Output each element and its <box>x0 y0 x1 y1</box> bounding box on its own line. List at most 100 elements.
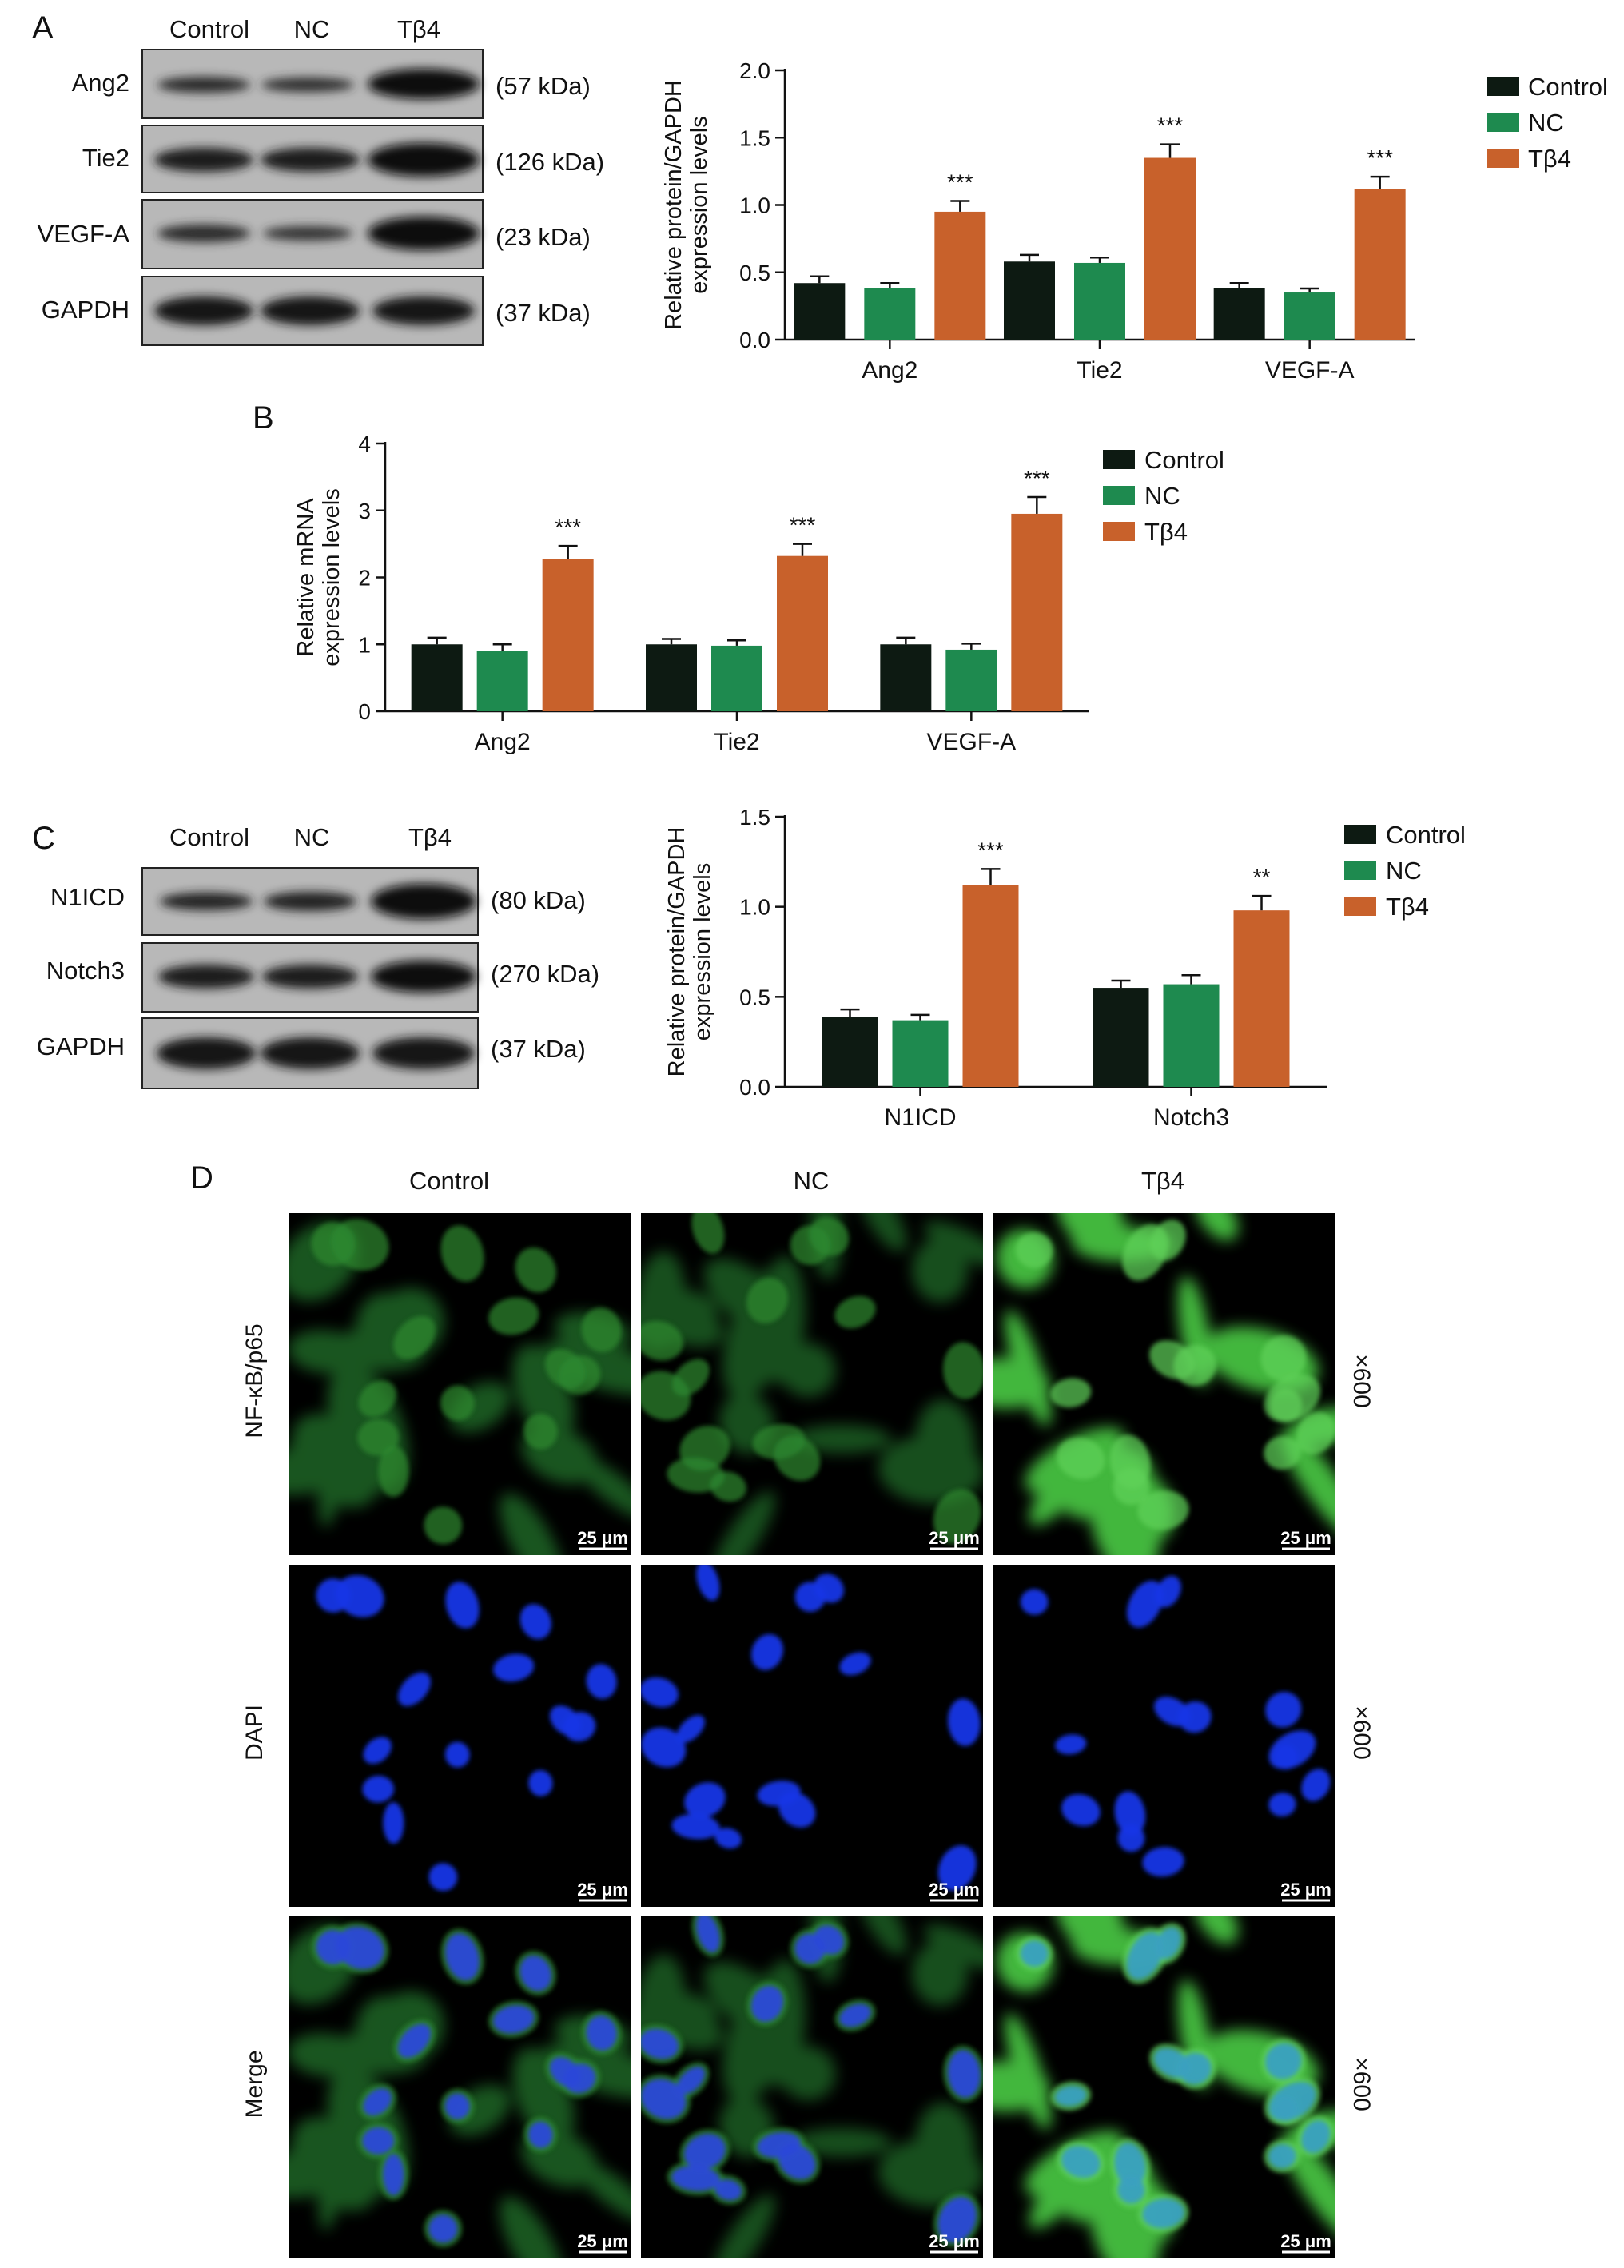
scale-bar-label: 25 μm <box>929 1528 980 1548</box>
blot-a-lane-tb4: Tβ4 <box>397 15 440 43</box>
y-tick-label: 1 <box>358 632 371 657</box>
blot-c-lane-tb4: Tβ4 <box>408 823 452 851</box>
micrograph-image: 25 μm <box>641 1916 983 2258</box>
blot-a-strip-ang2 <box>141 49 484 119</box>
bar <box>822 1017 878 1087</box>
legend-label: Control <box>1528 73 1608 101</box>
legend-label: NC <box>1386 857 1422 885</box>
blot-a-strip-gapdh <box>141 276 484 346</box>
magnification-label-row2: ×600 <box>1348 1705 1375 1760</box>
blot-a-mw-tie2: (126 kDa) <box>496 148 604 176</box>
y-tick-label: 0.5 <box>739 261 770 285</box>
x-tick-label: VEGF-A <box>1265 357 1355 384</box>
micrograph-image: 25 μm <box>289 1213 631 1555</box>
significance-label: *** <box>1367 145 1393 170</box>
y-axis-label: Relative protein/GAPDHexpression levels <box>661 80 712 330</box>
blot-c-mw-n1icd: (80 kDa) <box>491 886 586 914</box>
micrograph-image: 25 μm <box>993 1565 1335 1907</box>
bar <box>1144 157 1196 340</box>
blot-a-mw-ang2: (57 kDa) <box>496 72 591 100</box>
y-axis-label-line: expression levels <box>690 863 715 1040</box>
legend-swatch <box>1103 450 1135 469</box>
legend-swatch <box>1344 825 1376 844</box>
y-axis-label: Relative protein/GAPDHexpression levels <box>664 827 715 1077</box>
panel-label-b: B <box>253 400 274 436</box>
bar <box>411 644 463 711</box>
bar <box>711 645 762 711</box>
panel-label-a: A <box>32 10 54 46</box>
bar <box>1213 288 1265 340</box>
micrograph-image: 25 μm <box>641 1565 983 1907</box>
legend-label: NC <box>1144 482 1180 510</box>
scale-bar-label: 25 μm <box>577 1528 628 1548</box>
micrograph-image: 25 μm <box>993 1213 1335 1555</box>
y-tick-label: 1.0 <box>739 895 770 920</box>
y-tick-label: 0.5 <box>739 985 770 1009</box>
y-tick-label: 3 <box>358 499 371 523</box>
blot-c-lane-nc: NC <box>294 823 330 851</box>
bar <box>962 885 1019 1087</box>
x-tick-label: VEGF-A <box>926 729 1016 755</box>
bar <box>542 559 594 711</box>
legend-swatch <box>1344 861 1376 880</box>
micrograph-row-label-merge: Merge <box>241 2050 268 2118</box>
magnification-label-row1: ×600 <box>1348 1354 1375 1408</box>
micrograph-col-control: Control <box>409 1167 489 1195</box>
micrograph-panel-d: Control NC Tβ4 NF-κB/p65 DAPI Merge ×600… <box>241 1167 1375 2258</box>
blot-c-label-gapdh: GAPDH <box>37 1033 125 1060</box>
scale-bar-label: 25 μm <box>929 2231 980 2251</box>
chart-b: 0 1 2 3 4 Relative mRNAexpression levels *** An… <box>293 432 1224 755</box>
y-tick-label: 1.5 <box>739 125 770 150</box>
bar <box>1354 189 1406 340</box>
y-axis-label-line: Relative protein/GAPDH <box>661 80 687 330</box>
blot-a-mw-gapdh: (37 kDa) <box>496 299 591 327</box>
legend-swatch <box>1487 77 1519 96</box>
micrograph-col-tb4: Tβ4 <box>1141 1167 1184 1195</box>
blot-c-strip-gapdh <box>141 1017 479 1089</box>
bar <box>476 651 528 711</box>
micrograph-image: 25 μm <box>641 1213 983 1555</box>
y-axis-label-line: expression levels <box>319 488 344 666</box>
micrograph-image: 25 μm <box>289 1565 631 1907</box>
x-tick-label: Tie2 <box>714 729 759 755</box>
blot-c-lane-control: Control <box>169 823 249 851</box>
y-axis-label-line: Relative mRNA <box>293 498 319 657</box>
bar <box>1004 261 1055 340</box>
blot-c-mw-gapdh: (37 kDa) <box>491 1035 586 1063</box>
blot-a-lane-control: Control <box>169 15 249 43</box>
bar <box>777 555 828 711</box>
blot-a-mw-vegfa: (23 kDa) <box>496 223 591 251</box>
blot-a-label-gapdh: GAPDH <box>42 296 129 324</box>
legend-label: Control <box>1386 821 1466 849</box>
blot-a-label-vegfa: VEGF-A <box>38 220 130 248</box>
y-tick-label: 1.0 <box>739 193 770 218</box>
y-axis-label-line: Relative protein/GAPDH <box>664 827 690 1077</box>
y-tick-label: 4 <box>358 432 371 456</box>
legend-label: Tβ4 <box>1528 145 1571 173</box>
legend-swatch <box>1103 486 1135 505</box>
x-tick-label: Ang2 <box>475 729 531 755</box>
significance-label: *** <box>947 169 973 194</box>
micrograph-col-nc: NC <box>794 1167 830 1195</box>
legend-label: Control <box>1144 446 1224 474</box>
y-tick-label: 1.5 <box>739 805 770 830</box>
blot-a-strip-vegfa <box>141 199 484 269</box>
significance-label: ** <box>1253 865 1271 889</box>
significance-label: *** <box>1024 466 1050 491</box>
bar <box>794 283 846 340</box>
blot-a-label-ang2: Ang2 <box>72 69 129 97</box>
legend-swatch <box>1487 149 1519 168</box>
blot-c-mw-notch3: (270 kDa) <box>491 960 599 988</box>
y-tick-label: 2.0 <box>739 58 770 83</box>
legend-label: Tβ4 <box>1144 518 1188 546</box>
y-tick-label: 2 <box>358 566 371 591</box>
scale-bar-label: 25 μm <box>929 1880 980 1900</box>
significance-label: *** <box>555 515 581 539</box>
micrograph-row-label-nfkb: NF-κB/p65 <box>241 1323 268 1438</box>
legend-swatch <box>1487 113 1519 132</box>
western-blot-c: Control NC Tβ4 N1ICD Notch3 GAPDH (80 kD… <box>37 823 599 1089</box>
blot-a-strip-tie2 <box>141 125 484 193</box>
y-tick-label: 0.0 <box>739 328 770 352</box>
panel-label-d: D <box>190 1160 213 1196</box>
micrograph-row-label-dapi: DAPI <box>241 1705 268 1761</box>
